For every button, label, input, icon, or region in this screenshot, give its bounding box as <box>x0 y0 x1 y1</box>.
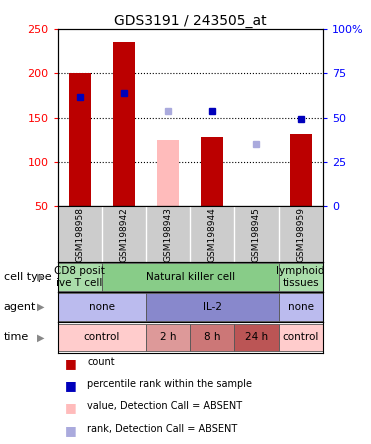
Bar <box>113 42 135 206</box>
Text: percentile rank within the sample: percentile rank within the sample <box>87 379 252 389</box>
Text: ■: ■ <box>65 379 77 392</box>
Text: cell type: cell type <box>4 272 51 282</box>
Bar <box>279 293 323 321</box>
Bar <box>102 263 279 291</box>
Text: ■: ■ <box>65 401 77 414</box>
Text: agent: agent <box>4 302 36 312</box>
Text: count: count <box>87 357 115 367</box>
Bar <box>146 293 279 321</box>
Bar <box>190 324 234 351</box>
Text: ▶: ▶ <box>37 272 45 282</box>
Text: ▶: ▶ <box>37 302 45 312</box>
Text: IL-2: IL-2 <box>203 302 222 312</box>
Text: lymphoid
tissues: lymphoid tissues <box>276 266 325 288</box>
Text: ▶: ▶ <box>37 333 45 342</box>
Text: ■: ■ <box>65 424 77 436</box>
Text: GSM198958: GSM198958 <box>75 207 84 262</box>
Text: rank, Detection Call = ABSENT: rank, Detection Call = ABSENT <box>87 424 237 434</box>
Text: CD8 posit
ive T cell: CD8 posit ive T cell <box>54 266 105 288</box>
Bar <box>290 134 312 206</box>
Text: GSM198959: GSM198959 <box>296 207 305 262</box>
Text: ■: ■ <box>65 357 77 370</box>
Bar <box>157 140 179 206</box>
Title: GDS3191 / 243505_at: GDS3191 / 243505_at <box>114 14 266 28</box>
Text: Natural killer cell: Natural killer cell <box>145 272 235 282</box>
Text: value, Detection Call = ABSENT: value, Detection Call = ABSENT <box>87 401 242 412</box>
Bar <box>201 137 223 206</box>
Text: none: none <box>89 302 115 312</box>
Text: GSM198945: GSM198945 <box>252 207 261 262</box>
Text: GSM198943: GSM198943 <box>164 207 173 262</box>
Text: GSM198944: GSM198944 <box>208 207 217 262</box>
Text: none: none <box>288 302 313 312</box>
Text: control: control <box>83 333 120 342</box>
Text: control: control <box>282 333 319 342</box>
Text: 8 h: 8 h <box>204 333 220 342</box>
Bar <box>146 324 190 351</box>
Text: 24 h: 24 h <box>245 333 268 342</box>
Bar <box>279 324 323 351</box>
Text: time: time <box>4 333 29 342</box>
Text: 2 h: 2 h <box>160 333 176 342</box>
Bar <box>58 293 146 321</box>
Bar <box>58 263 102 291</box>
Bar <box>58 324 146 351</box>
Bar <box>234 324 279 351</box>
Text: GSM198942: GSM198942 <box>119 207 128 262</box>
Bar <box>279 263 323 291</box>
Bar <box>69 73 91 206</box>
